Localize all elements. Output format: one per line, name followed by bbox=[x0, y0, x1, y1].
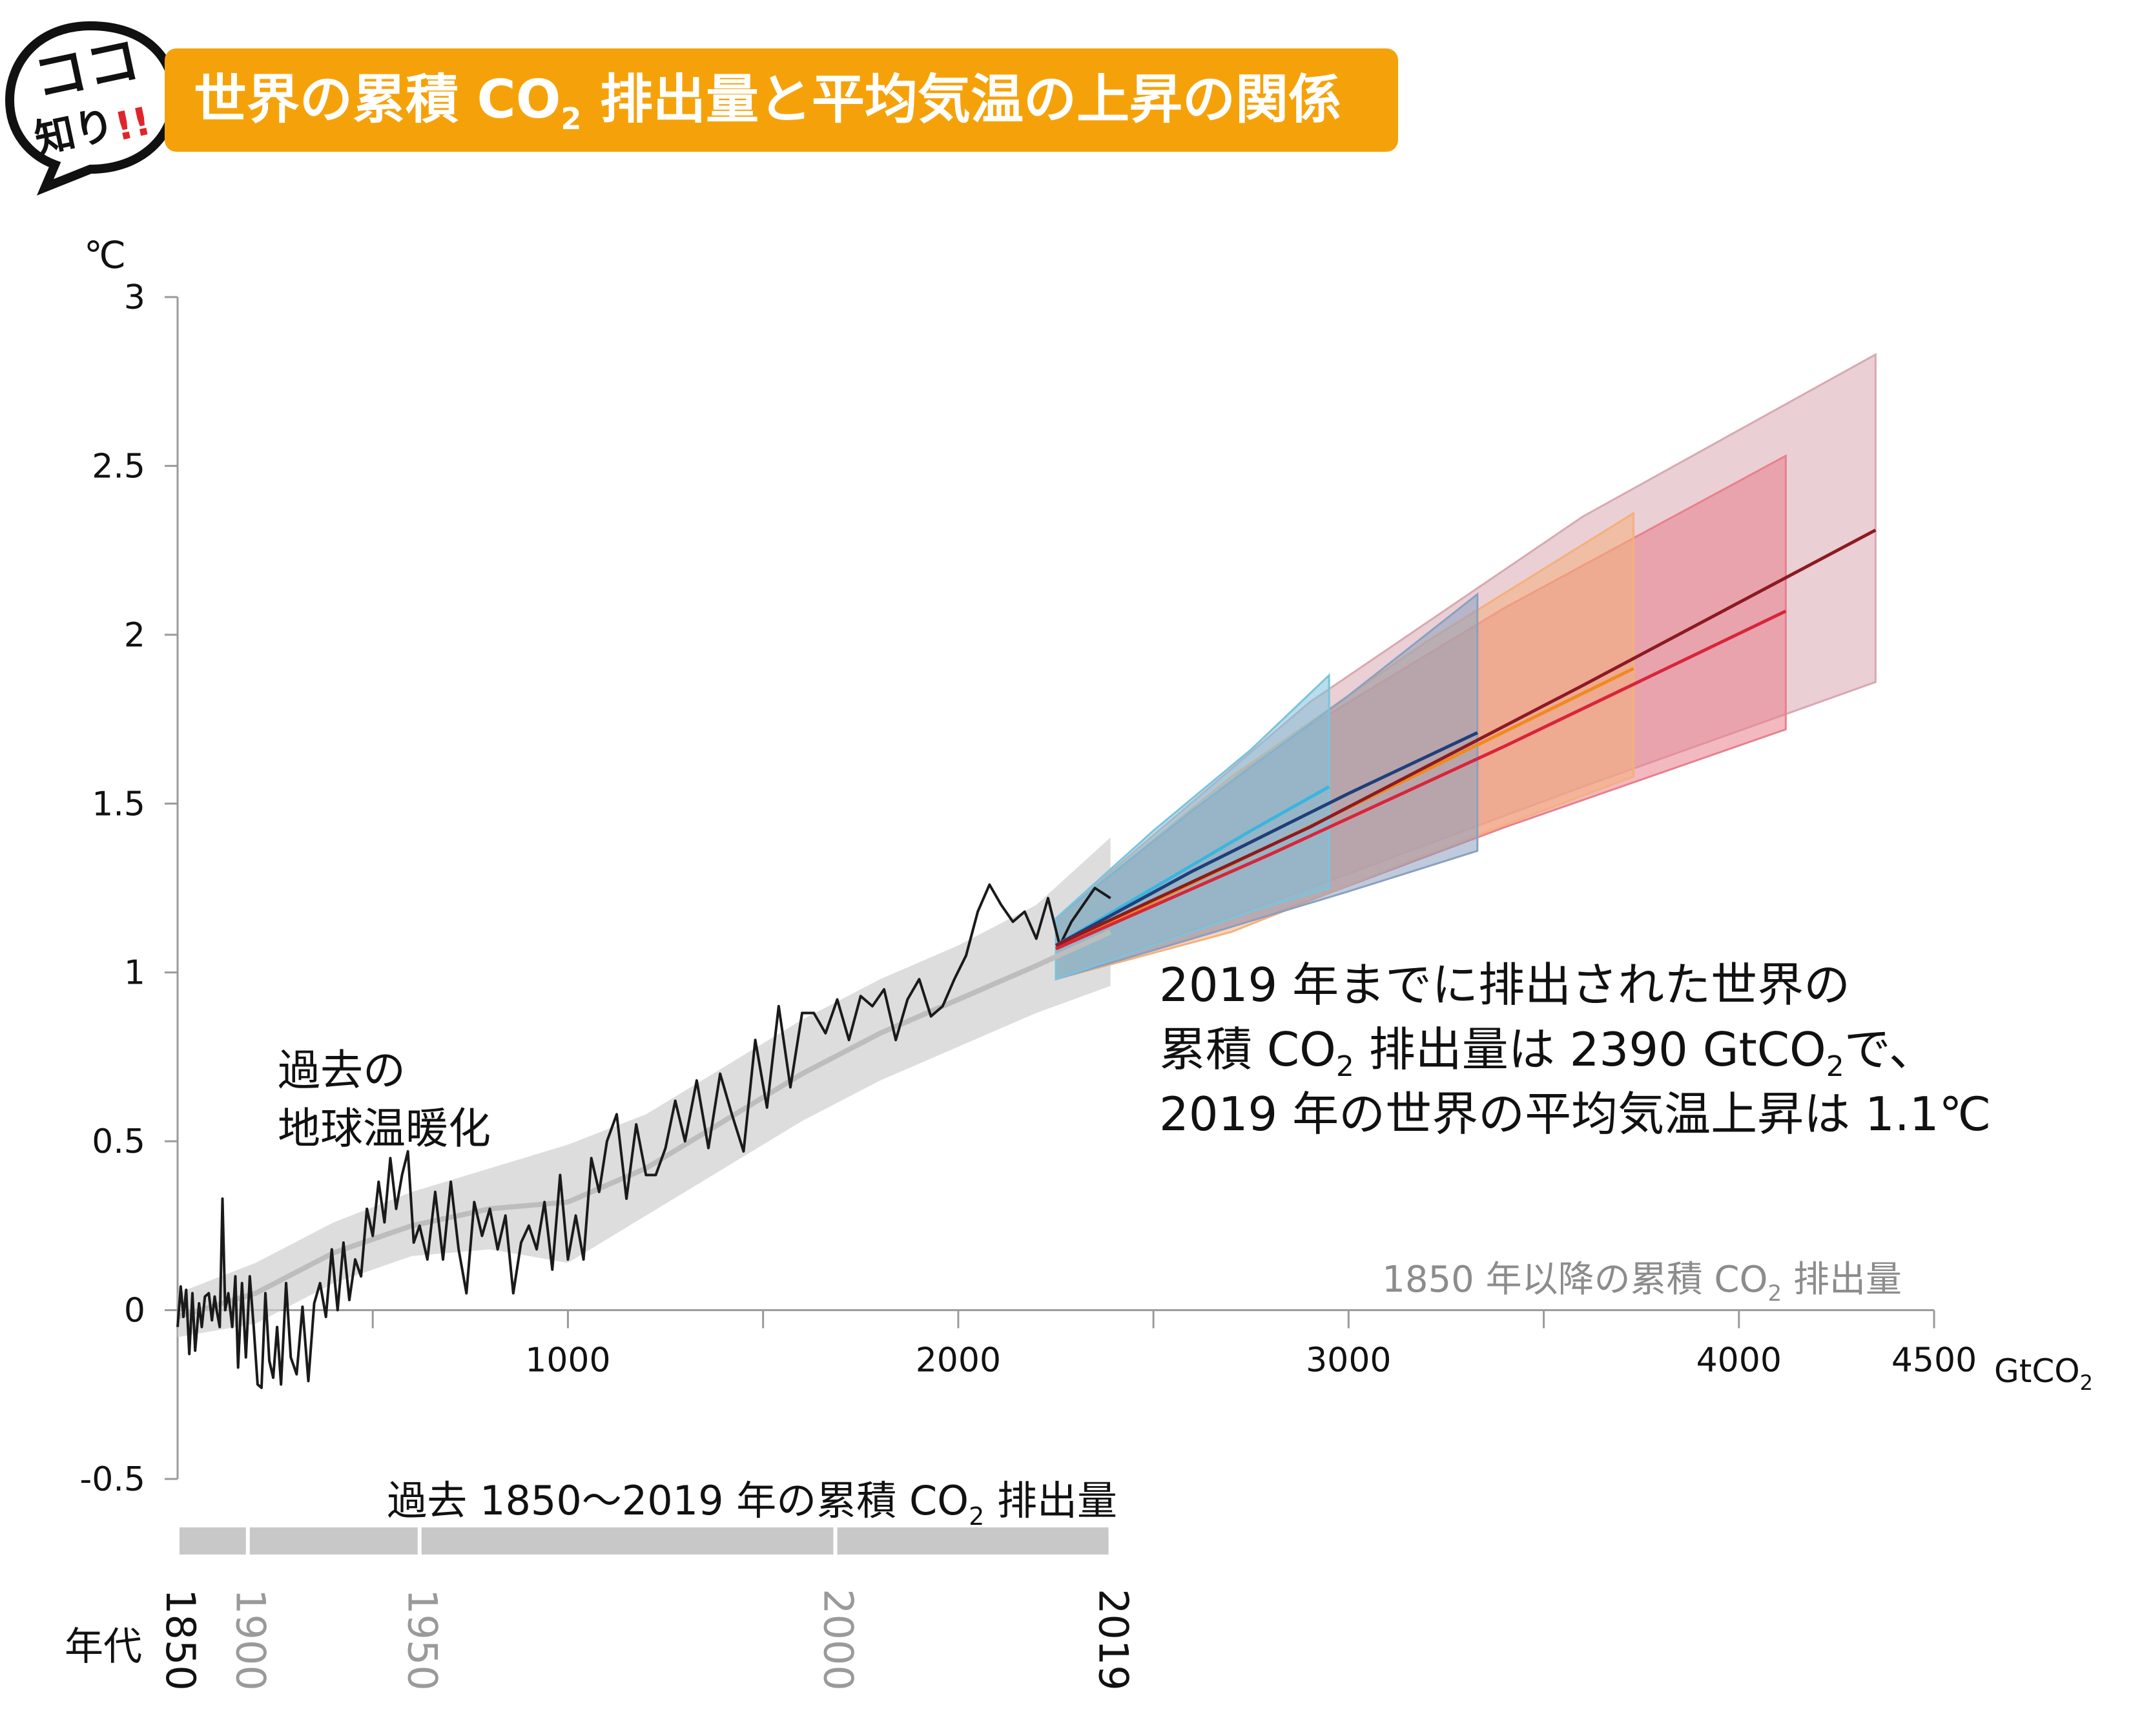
past-bar-year-label: 1900 bbox=[227, 1589, 274, 1691]
series-lines bbox=[176, 528, 1877, 1389]
main-note-line2: 累積 CO2 排出量は 2390 GtCO2で、 bbox=[1159, 1022, 1935, 1083]
era-label: 年代 bbox=[65, 1624, 142, 1669]
y-tick-label: 0 bbox=[124, 1292, 145, 1330]
main-note-line2-sub: 2 bbox=[1336, 1050, 1354, 1083]
title-sub: 2 bbox=[561, 101, 581, 136]
scenario-line-4 bbox=[1055, 610, 1787, 951]
x-tick-label: 1000 bbox=[525, 1341, 610, 1380]
x-axis-title: 1850 年以降の累積 CO2 排出量 bbox=[1382, 1259, 1902, 1307]
y-tick-label: 2 bbox=[124, 616, 145, 655]
y-unit-label: ℃ bbox=[84, 233, 126, 277]
scenario-line-5 bbox=[1055, 528, 1877, 947]
x-unit-text: GtCO bbox=[1994, 1352, 2080, 1390]
y-tick-label: -0.5 bbox=[80, 1460, 145, 1499]
x-unit-label: GtCO2 bbox=[1994, 1352, 2093, 1395]
main-note-line2-prefix: 累積 CO bbox=[1159, 1022, 1336, 1077]
x-unit-sub: 2 bbox=[2080, 1370, 2093, 1395]
uncertainty-bands bbox=[178, 353, 1877, 1338]
scenario-line-2 bbox=[1055, 731, 1478, 947]
observed-temperature-line bbox=[176, 883, 1111, 1389]
title-background bbox=[165, 48, 1398, 152]
main-note-line2-suffix: で、 bbox=[1844, 1022, 1935, 1077]
x-tick-label: 4500 bbox=[1891, 1341, 1977, 1380]
past-bar-label-suffix: 排出量 bbox=[984, 1477, 1117, 1524]
main-note-line2-mid: 排出量は 2390 GtCO bbox=[1354, 1022, 1826, 1077]
main-note-line1: 2019 年までに排出された世界の bbox=[1159, 958, 1850, 1012]
past-bar-year-label: 1950 bbox=[399, 1589, 446, 1691]
x-axis-title-prefix: 1850 年以降の累積 CO bbox=[1382, 1259, 1767, 1301]
x-tick-label: 4000 bbox=[1696, 1341, 1782, 1380]
past-bar-strip bbox=[178, 1527, 1111, 1555]
y-tick-label: 2.5 bbox=[92, 447, 145, 486]
title-prefix: 世界の累積 CO bbox=[194, 69, 561, 130]
past-bar-year-label: 1850 bbox=[157, 1589, 204, 1691]
scenario-band-1 bbox=[1055, 673, 1330, 981]
y-tick-label: 3 bbox=[124, 278, 145, 317]
page-title: 世界の累積 CO2 排出量と平均気温の上昇の関係 bbox=[194, 69, 1341, 136]
koko-shiri-badge: ココ 知り !! bbox=[5, 21, 180, 196]
main-note-line3: 2019 年の世界の平均気温上昇は 1.1℃ bbox=[1159, 1087, 1991, 1141]
past-bar-label-sub: 2 bbox=[969, 1502, 984, 1531]
past-emissions-bar: 1850 1900 1950 2000 2019 bbox=[157, 1524, 1137, 1691]
main-note-line2-sub2: 2 bbox=[1826, 1050, 1844, 1083]
past-bar-year-label: 2000 bbox=[814, 1589, 861, 1691]
title-suffix: 排出量と平均気温の上昇の関係 bbox=[581, 69, 1341, 130]
x-tick-label: 2000 bbox=[916, 1341, 1001, 1380]
x-tick-label: 3000 bbox=[1306, 1341, 1391, 1380]
past-bar-label: 過去 1850〜2019 年の累積 CO2 排出量 bbox=[387, 1477, 1117, 1531]
x-axis-title-suffix: 排出量 bbox=[1782, 1259, 1902, 1301]
x-axis-title-sub: 2 bbox=[1768, 1281, 1782, 1307]
past-warming-line2: 地球温暖化 bbox=[278, 1104, 491, 1153]
axes-layer: -0.5 0 0.5 1 1.5 2 2.5 3 1000 2000 3000 4000 4500 bbox=[80, 278, 1977, 1499]
past-warming-line1: 過去の bbox=[278, 1046, 406, 1095]
past-bar-year-label: 2019 bbox=[1090, 1589, 1137, 1691]
scenario-line-1 bbox=[1055, 785, 1330, 947]
y-tick-label: 1 bbox=[124, 954, 145, 993]
y-tick-label: 0.5 bbox=[92, 1122, 145, 1161]
y-tick-label: 1.5 bbox=[92, 785, 145, 823]
past-bar-label-prefix: 過去 1850〜2019 年の累積 CO bbox=[387, 1477, 969, 1524]
